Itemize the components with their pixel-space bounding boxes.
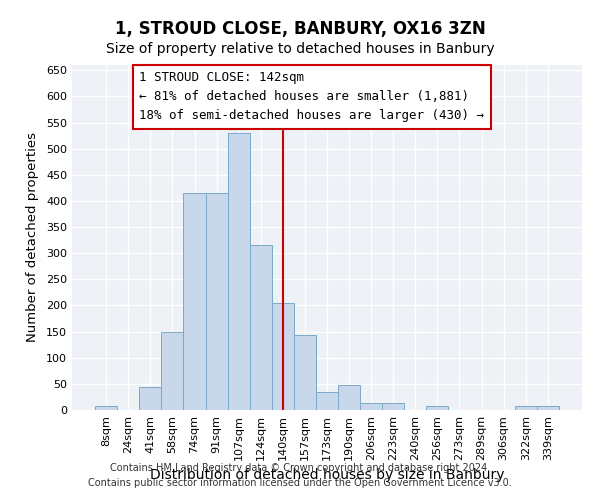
Bar [161,332,184,410]
Bar [227,133,250,410]
Bar [294,335,316,410]
Text: Size of property relative to detached houses in Banbury: Size of property relative to detached ho… [106,42,494,56]
Bar [427,406,448,410]
Bar [206,192,227,410]
Bar [360,402,382,410]
Bar [139,387,161,410]
Bar [338,385,360,410]
Y-axis label: Number of detached properties: Number of detached properties [26,132,39,342]
X-axis label: Distribution of detached houses by size in Banbury: Distribution of detached houses by size … [150,468,504,482]
Bar [272,303,294,410]
Text: 1 STROUD CLOSE: 142sqm
← 81% of detached houses are smaller (1,881)
18% of semi-: 1 STROUD CLOSE: 142sqm ← 81% of detached… [139,72,484,122]
Bar [184,192,206,410]
Bar [316,392,338,410]
Bar [515,406,537,410]
Bar [95,406,117,410]
Bar [537,406,559,410]
Bar [382,402,404,410]
Text: 1, STROUD CLOSE, BANBURY, OX16 3ZN: 1, STROUD CLOSE, BANBURY, OX16 3ZN [115,20,485,38]
Text: Contains HM Land Registry data © Crown copyright and database right 2024.
Contai: Contains HM Land Registry data © Crown c… [88,462,512,487]
Bar [250,246,272,410]
